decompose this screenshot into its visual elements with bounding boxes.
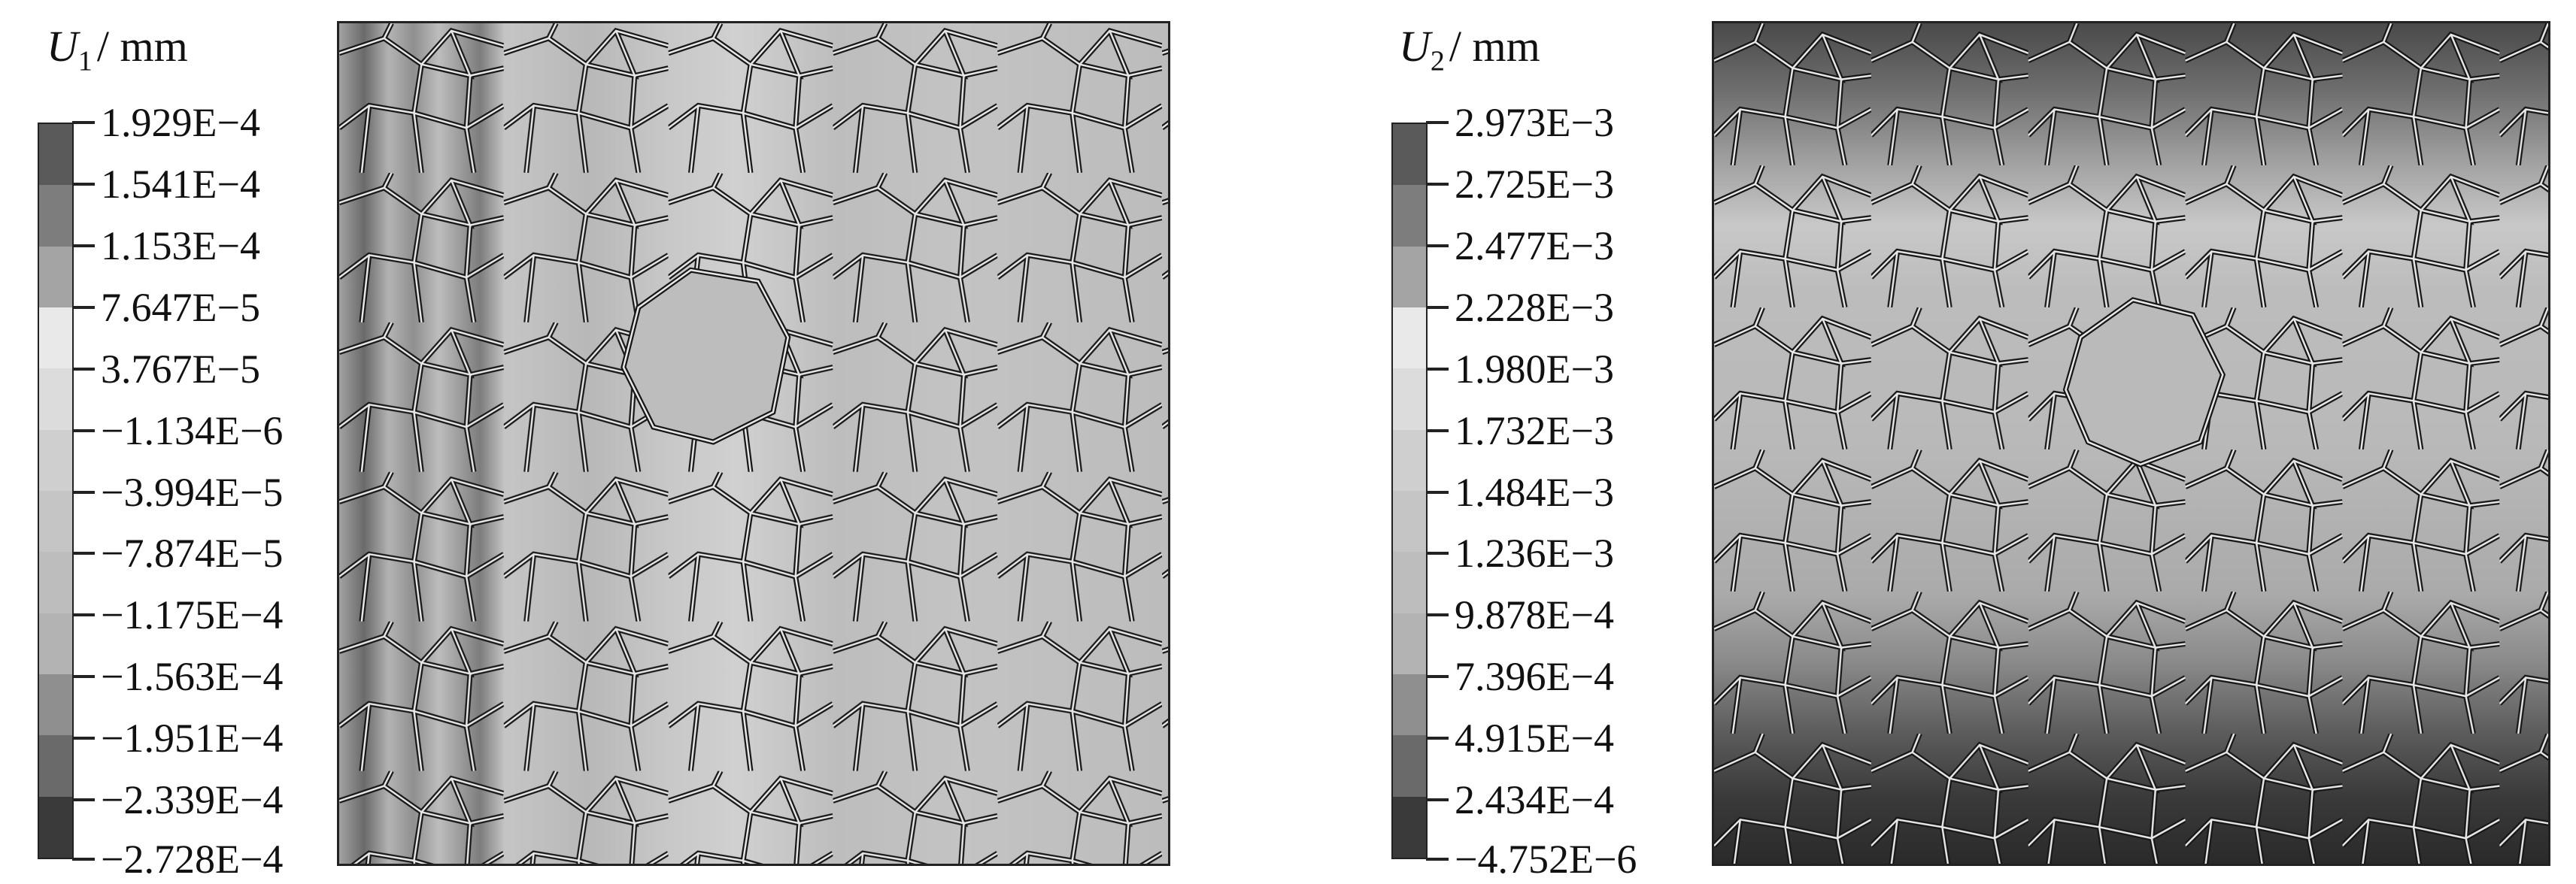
- u2-legend-tick-mark: [1426, 306, 1449, 309]
- u1-legend-tick-label: −1.134E−6: [101, 408, 284, 453]
- u2-legend-swatch: [1393, 490, 1426, 552]
- u2-legend-tick-label: 9.878E−4: [1455, 592, 1614, 637]
- u2-legend-tick-mark: [1426, 675, 1449, 678]
- u1-legend-tick-label: 3.767E−5: [101, 347, 260, 392]
- u2-legend-tick-mark: [1426, 552, 1449, 555]
- u1-legend-swatch: [39, 796, 72, 858]
- u1-title-subscript: 1: [77, 45, 93, 77]
- u1-legend-swatch: [39, 185, 72, 247]
- u2-legend-swatch: [1393, 674, 1426, 736]
- u1-title: U1/ mm: [47, 21, 188, 78]
- u1-legend-tick-mark: [72, 737, 95, 740]
- u1-legend-tick-mark: [72, 613, 95, 616]
- u1-legend-tick-label: 7.647E−5: [101, 285, 260, 330]
- u2-contour-plot: [1712, 21, 2550, 866]
- u1-legend-tick-label: 1.153E−4: [101, 223, 260, 268]
- u2-legend-tick-label: 2.434E−4: [1455, 777, 1614, 822]
- u2-title: U2/ mm: [1399, 21, 1540, 78]
- u2-legend-tick-label: 2.477E−3: [1455, 223, 1614, 268]
- u2-legend-swatch: [1393, 735, 1426, 797]
- u2-legend-tick-mark: [1426, 613, 1449, 616]
- u1-legend-tick-label: −1.175E−4: [101, 592, 284, 637]
- u2-legend-tick-mark: [1426, 429, 1449, 432]
- u1-legend-swatch: [39, 124, 72, 186]
- u2-legend-swatch: [1393, 368, 1426, 430]
- u2-legend-tick-mark: [1426, 183, 1449, 186]
- u1-panel: U1/ mm 1.929E−4 1.541E−4 1.153E−4 7.647E−5 3…: [0, 0, 1279, 884]
- u1-legend-tick-mark: [72, 491, 95, 494]
- u2-legend-tick-label: 1.732E−3: [1455, 408, 1614, 453]
- u1-legend-tick-label: 1.541E−4: [101, 162, 260, 207]
- u1-legend-tick-mark: [72, 368, 95, 371]
- u1-legend-tick-mark: [72, 244, 95, 247]
- u1-legend-tick-label: 1.929E−4: [101, 100, 260, 145]
- u1-legend-tick-label: −1.563E−4: [101, 654, 284, 699]
- u1-legend-swatch: [39, 674, 72, 736]
- u2-legend-tick-label: 2.228E−3: [1455, 285, 1614, 330]
- u2-legend-swatch: [1393, 124, 1426, 186]
- u2-legend-bar: [1391, 123, 1428, 859]
- u2-legend-swatch: [1393, 796, 1426, 858]
- u1-legend-swatch: [39, 735, 72, 797]
- u1-legend-tick-label: −2.339E−4: [101, 777, 284, 822]
- u2-legend-swatch: [1393, 185, 1426, 247]
- u2-legend-swatch: [1393, 613, 1426, 674]
- u2-legend-tick-mark: [1426, 368, 1449, 371]
- u2-panel: U2/ mm 2.973E−3 2.725E−3 2.477E−3 2.228E−3 1…: [1376, 0, 2576, 884]
- u1-legend-tick-mark: [72, 429, 95, 432]
- u1-legend-swatch: [39, 307, 72, 369]
- u2-legend-tick-label: 4.915E−4: [1455, 716, 1614, 761]
- u2-legend-tick-label: 1.484E−3: [1455, 470, 1614, 515]
- u2-legend-swatch: [1393, 552, 1426, 613]
- u1-legend-tick-label: −7.874E−5: [101, 531, 284, 576]
- u1-legend-tick-mark: [72, 183, 95, 186]
- u2-legend-tick-label: 2.973E−3: [1455, 100, 1614, 145]
- u2-legend-tick-mark: [1426, 798, 1449, 801]
- u2-legend-swatch: [1393, 429, 1426, 491]
- u2-legend-tick-mark: [1426, 491, 1449, 494]
- u1-legend-tick-mark: [72, 552, 95, 555]
- u1-legend-swatch: [39, 490, 72, 552]
- u2-title-unit: / mm: [1449, 22, 1540, 71]
- u1-legend-tick-mark: [72, 798, 95, 801]
- u2-legend-tick-mark: [1426, 121, 1449, 124]
- u1-title-unit: / mm: [96, 22, 188, 71]
- u2-legend-tick-mark: [1426, 858, 1449, 861]
- u1-legend-swatch: [39, 368, 72, 430]
- u1-legend-swatch: [39, 613, 72, 674]
- u1-legend-swatch: [39, 552, 72, 613]
- u1-legend-tick-mark: [72, 121, 95, 124]
- u1-legend-tick-mark: [72, 858, 95, 861]
- u1-legend-bar: [38, 123, 74, 859]
- u1-legend-tick-mark: [72, 306, 95, 309]
- u2-title-symbol: U: [1399, 22, 1431, 71]
- u2-legend-tick-label: 1.980E−3: [1455, 347, 1614, 392]
- u2-legend-tick-mark: [1426, 737, 1449, 740]
- u1-legend-tick-label: −3.994E−5: [101, 470, 284, 515]
- u1-legend-swatch: [39, 246, 72, 307]
- u1-legend-tick-mark: [72, 675, 95, 678]
- u1-legend-tick-label: −2.728E−4: [101, 837, 284, 882]
- u2-legend-tick-label: −4.752E−6: [1455, 837, 1637, 882]
- u1-legend-ticks: 1.929E−4 1.541E−4 1.153E−4 7.647E−5 3.767E−5…: [72, 0, 749, 884]
- u1-contour-plot: [337, 21, 1170, 866]
- u2-legend-tick-label: 7.396E−4: [1455, 654, 1614, 699]
- u2-legend-swatch: [1393, 246, 1426, 307]
- u1-legend-swatch: [39, 429, 72, 491]
- u2-legend-ticks: 2.973E−3 2.725E−3 2.477E−3 2.228E−3 1.980E−3…: [1426, 0, 2103, 884]
- u1-legend-tick-label: −1.951E−4: [101, 716, 284, 761]
- u2-legend-swatch: [1393, 307, 1426, 369]
- u2-legend-tick-mark: [1426, 244, 1449, 247]
- u2-legend-tick-label: 2.725E−3: [1455, 162, 1614, 207]
- u1-title-symbol: U: [47, 22, 78, 71]
- u2-title-subscript: 2: [1430, 45, 1445, 77]
- u2-legend-tick-label: 1.236E−3: [1455, 531, 1614, 576]
